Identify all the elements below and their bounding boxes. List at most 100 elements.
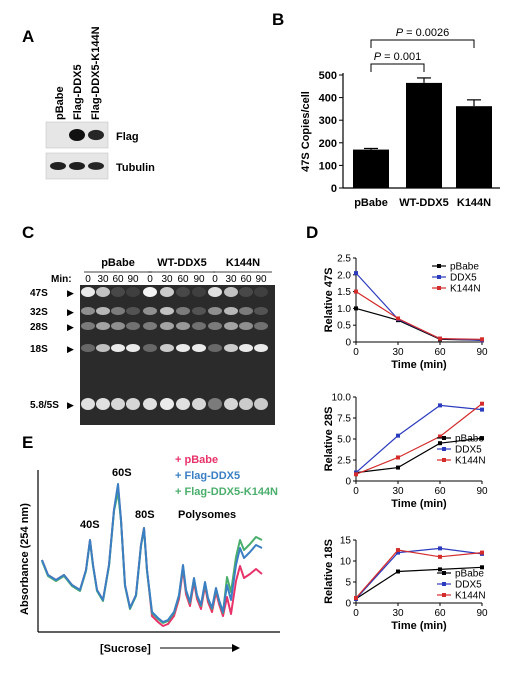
gel-band	[143, 322, 157, 330]
x-axis-label: Time (min)	[391, 498, 447, 510]
x-tick-label: 30	[392, 486, 404, 497]
gel-band	[160, 398, 174, 410]
legend-marker	[442, 582, 446, 586]
y-tick-label: 400	[319, 93, 337, 105]
gel-band	[224, 287, 238, 297]
y-tick-label: 2.5	[337, 254, 351, 265]
timepoint-label: 30	[97, 274, 109, 285]
timepoint-label: 90	[193, 274, 205, 285]
series-line-ddx5	[355, 547, 483, 600]
timepoint-label: 30	[225, 274, 237, 285]
x-tick-label: 60	[434, 347, 446, 358]
legend-marker	[437, 264, 441, 268]
y-axis-label: Relative 28S	[323, 407, 335, 472]
series-line-ddx5	[355, 404, 483, 474]
panel-letter-b: B	[272, 10, 284, 29]
series-line-k144n	[355, 549, 483, 599]
panel-d-line-charts: 0 0.5 1.0 1.5 2.0 2.5 0 30 60 90 Time (min) Relativ…	[323, 254, 488, 633]
y-axis-label: Absorbance (254 nm)	[19, 503, 31, 615]
data-point	[480, 565, 484, 570]
gel-band	[143, 307, 157, 315]
gel-band	[254, 322, 268, 330]
data-point	[438, 434, 442, 439]
gel-band	[111, 344, 125, 352]
gel-band	[239, 344, 253, 352]
min-label: Min:	[51, 274, 72, 285]
x-axis-label: Time (min)	[391, 620, 447, 632]
peak-label-40s: 40S	[80, 519, 100, 531]
data-point	[354, 472, 358, 477]
group-label: WT-DDX5	[157, 257, 207, 269]
y-tick-label: 2.0	[337, 270, 351, 281]
x-tick-label: 30	[392, 608, 404, 619]
y-axis-label: Relative 18S	[323, 539, 335, 604]
panel-letter-d: D	[306, 223, 318, 242]
gel-band	[126, 307, 140, 315]
data-point	[396, 433, 400, 438]
band-arrow: ▶	[67, 288, 74, 298]
y-tick-label: 1.0	[337, 304, 351, 315]
legend-label: pBabe	[450, 262, 479, 273]
gel-band	[254, 398, 268, 410]
gel-band	[192, 398, 206, 410]
y-tick-label: 7.5	[337, 414, 351, 425]
timepoint-label: 0	[147, 274, 153, 285]
row-label-tubulin: Tubulin	[116, 162, 155, 174]
band-label: 18S	[30, 344, 48, 355]
y-tick-label: 200	[319, 138, 337, 150]
data-point	[354, 306, 358, 311]
band-arrow: ▶	[67, 307, 74, 317]
y-tick-label: 0	[345, 599, 351, 610]
peak-label-60s: 60S	[112, 467, 132, 479]
x-tick-label: 0	[353, 486, 359, 497]
data-point	[396, 548, 400, 553]
lane-label: Flag-DDX5-K144N	[90, 26, 102, 120]
band-label: 28S	[30, 322, 48, 333]
gel-band	[111, 322, 125, 330]
panel-c-gel: Min: pBabe WT-DDX5 K144N 0 30 60 90 0 30 60 90 0…	[30, 257, 275, 425]
x-tick-label: 90	[476, 608, 488, 619]
legend-marker	[437, 286, 441, 290]
panel-e-polysome-profile: Absorbance (254 nm) [Sucrose] 40S 60S 80…	[19, 454, 280, 655]
data-point	[396, 550, 400, 555]
gel-band	[126, 398, 140, 410]
data-point	[396, 316, 400, 321]
legend-label: K144N	[455, 456, 486, 467]
gel-band	[192, 344, 206, 352]
legend-marker	[442, 593, 446, 597]
gel-band	[143, 287, 157, 297]
y-axis-label: Relative 47S	[323, 268, 335, 333]
gel-band	[239, 322, 253, 330]
group-label: K144N	[226, 257, 260, 269]
gel-band	[96, 322, 110, 330]
band-arrow: ▶	[67, 344, 74, 354]
data-point	[438, 567, 442, 572]
gel-band	[224, 322, 238, 330]
significance-bracket	[370, 63, 425, 72]
y-axis-label: 47S Copies/cell	[300, 91, 312, 172]
gel-band	[160, 344, 174, 352]
gel-band	[254, 307, 268, 315]
gel-band	[176, 322, 190, 330]
timepoint-label: 90	[127, 274, 139, 285]
y-tick-label: 0	[345, 338, 351, 349]
y-tick-label: 0.5	[337, 321, 351, 332]
band-arrow: ▶	[67, 322, 74, 332]
gel-band	[96, 344, 110, 352]
x-tick-label: 60	[434, 608, 446, 619]
data-point	[480, 407, 484, 412]
gel-band	[96, 398, 110, 410]
data-point	[354, 289, 358, 294]
y-tick-label: 1.5	[337, 287, 351, 298]
data-point	[438, 403, 442, 408]
y-tick-label: 10.0	[332, 393, 352, 404]
gel-band	[81, 322, 95, 330]
gel-band	[208, 398, 222, 410]
y-tick-label: 5	[345, 578, 351, 589]
gel-band	[81, 398, 95, 410]
data-point	[480, 550, 484, 555]
gel-band	[239, 398, 253, 410]
gel-band	[208, 307, 222, 315]
y-tick-label: 100	[319, 160, 337, 172]
